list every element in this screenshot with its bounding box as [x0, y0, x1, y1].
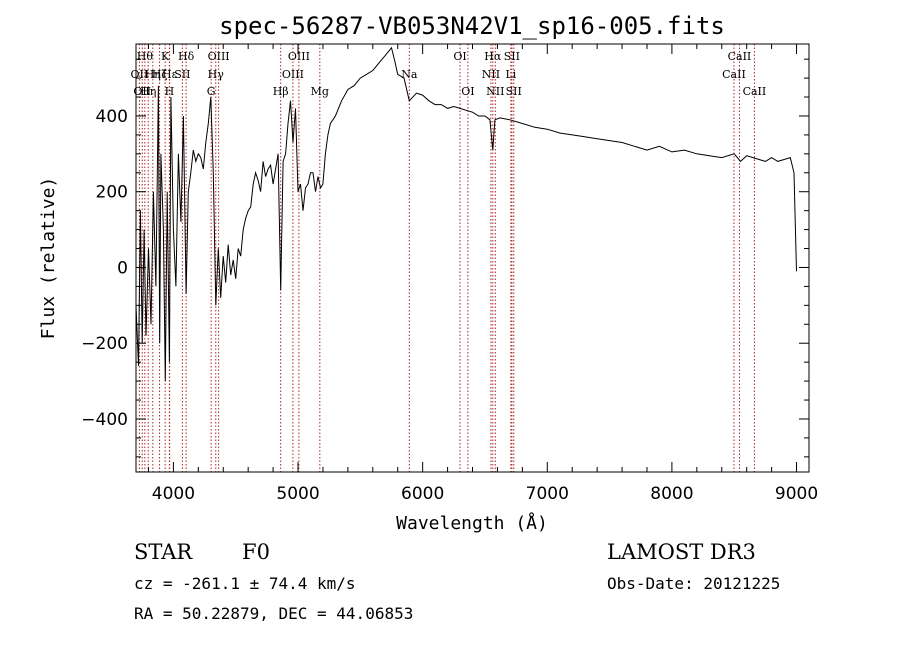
- line-label-6: K: [161, 50, 170, 63]
- line-label-3: Hη: [140, 85, 156, 98]
- line-label-27: CaII: [722, 68, 746, 81]
- line-label-21: NII: [482, 68, 500, 81]
- line-label-28: CaII: [728, 50, 752, 63]
- spectrum-series: [135, 46, 797, 382]
- survey-name: LAMOST DR3: [607, 540, 756, 564]
- y-tick-label-0: −400: [81, 410, 128, 430]
- line-label-16: OIII: [288, 50, 310, 63]
- object-subclass: F0: [242, 540, 270, 564]
- line-label-13: OIII: [208, 50, 230, 63]
- y-axis-label: Flux (relative): [38, 177, 59, 340]
- line-label-10: Hδ: [178, 50, 195, 63]
- line-label-2: Hθ: [137, 50, 154, 63]
- x-tick-label-0: 4000: [152, 484, 195, 504]
- line-label-11: G: [207, 85, 216, 98]
- y-tick-label-4: 400: [96, 107, 128, 127]
- x-tick-label-2: 6000: [401, 484, 444, 504]
- line-label-22: Hα: [484, 50, 502, 63]
- line-label-26: SII: [506, 85, 522, 98]
- x-tick-label-3: 7000: [526, 484, 569, 504]
- line-label-20: OI: [461, 85, 474, 98]
- line-label-7: H: [165, 85, 175, 98]
- line-label-1: OII: [133, 85, 151, 98]
- line-label-9: SII: [174, 68, 190, 81]
- line-label-25: SII: [504, 50, 520, 63]
- y-tick-label-2: 0: [117, 258, 128, 278]
- line-label-29: CaII: [743, 85, 767, 98]
- y-tick-label-3: 200: [96, 183, 128, 203]
- redshift-velocity: cz = -261.1 ± 74.4 km/s: [134, 574, 356, 593]
- x-axis-label: Wavelength (Å): [396, 512, 548, 534]
- line-label-23: NII: [486, 85, 504, 98]
- x-axis: 4000 5000 6000 7000 8000 9000: [147, 44, 818, 504]
- line-label-14: Hβ: [273, 85, 289, 98]
- line-label-24: Li: [505, 68, 516, 81]
- line-label-0: OII: [131, 68, 149, 81]
- x-tick-label-5: 9000: [775, 484, 818, 504]
- line-label-5: Hζ: [152, 68, 168, 81]
- line-label-18: Na: [401, 68, 418, 81]
- x-tick-label-4: 8000: [650, 484, 693, 504]
- line-label-4: Hη: [145, 68, 161, 81]
- line-label-12: Hγ: [208, 68, 225, 81]
- object-class: STAR: [134, 540, 193, 564]
- x-tick-label-1: 5000: [276, 484, 319, 504]
- line-label-19: OI: [453, 50, 466, 63]
- y-axis: −400 −200 0 200 400: [81, 58, 809, 458]
- line-label-15: OIII: [282, 68, 304, 81]
- y-tick-label-1: −200: [81, 334, 128, 354]
- line-label-8: Hε: [162, 68, 178, 81]
- observation-date: Obs-Date: 20121225: [607, 574, 781, 593]
- line-label-17: Mg: [311, 85, 329, 98]
- coordinates: RA = 50.22879, DEC = 44.06853: [134, 604, 414, 623]
- chart-title: spec-56287-VB053N42V1_sp16-005.fits: [219, 12, 725, 40]
- line-markers: [138, 44, 755, 472]
- line-labels: OIIOIIHθHηHηHζKHHεSIIHδGHγOIIIHβOIIIOIII…: [131, 50, 767, 98]
